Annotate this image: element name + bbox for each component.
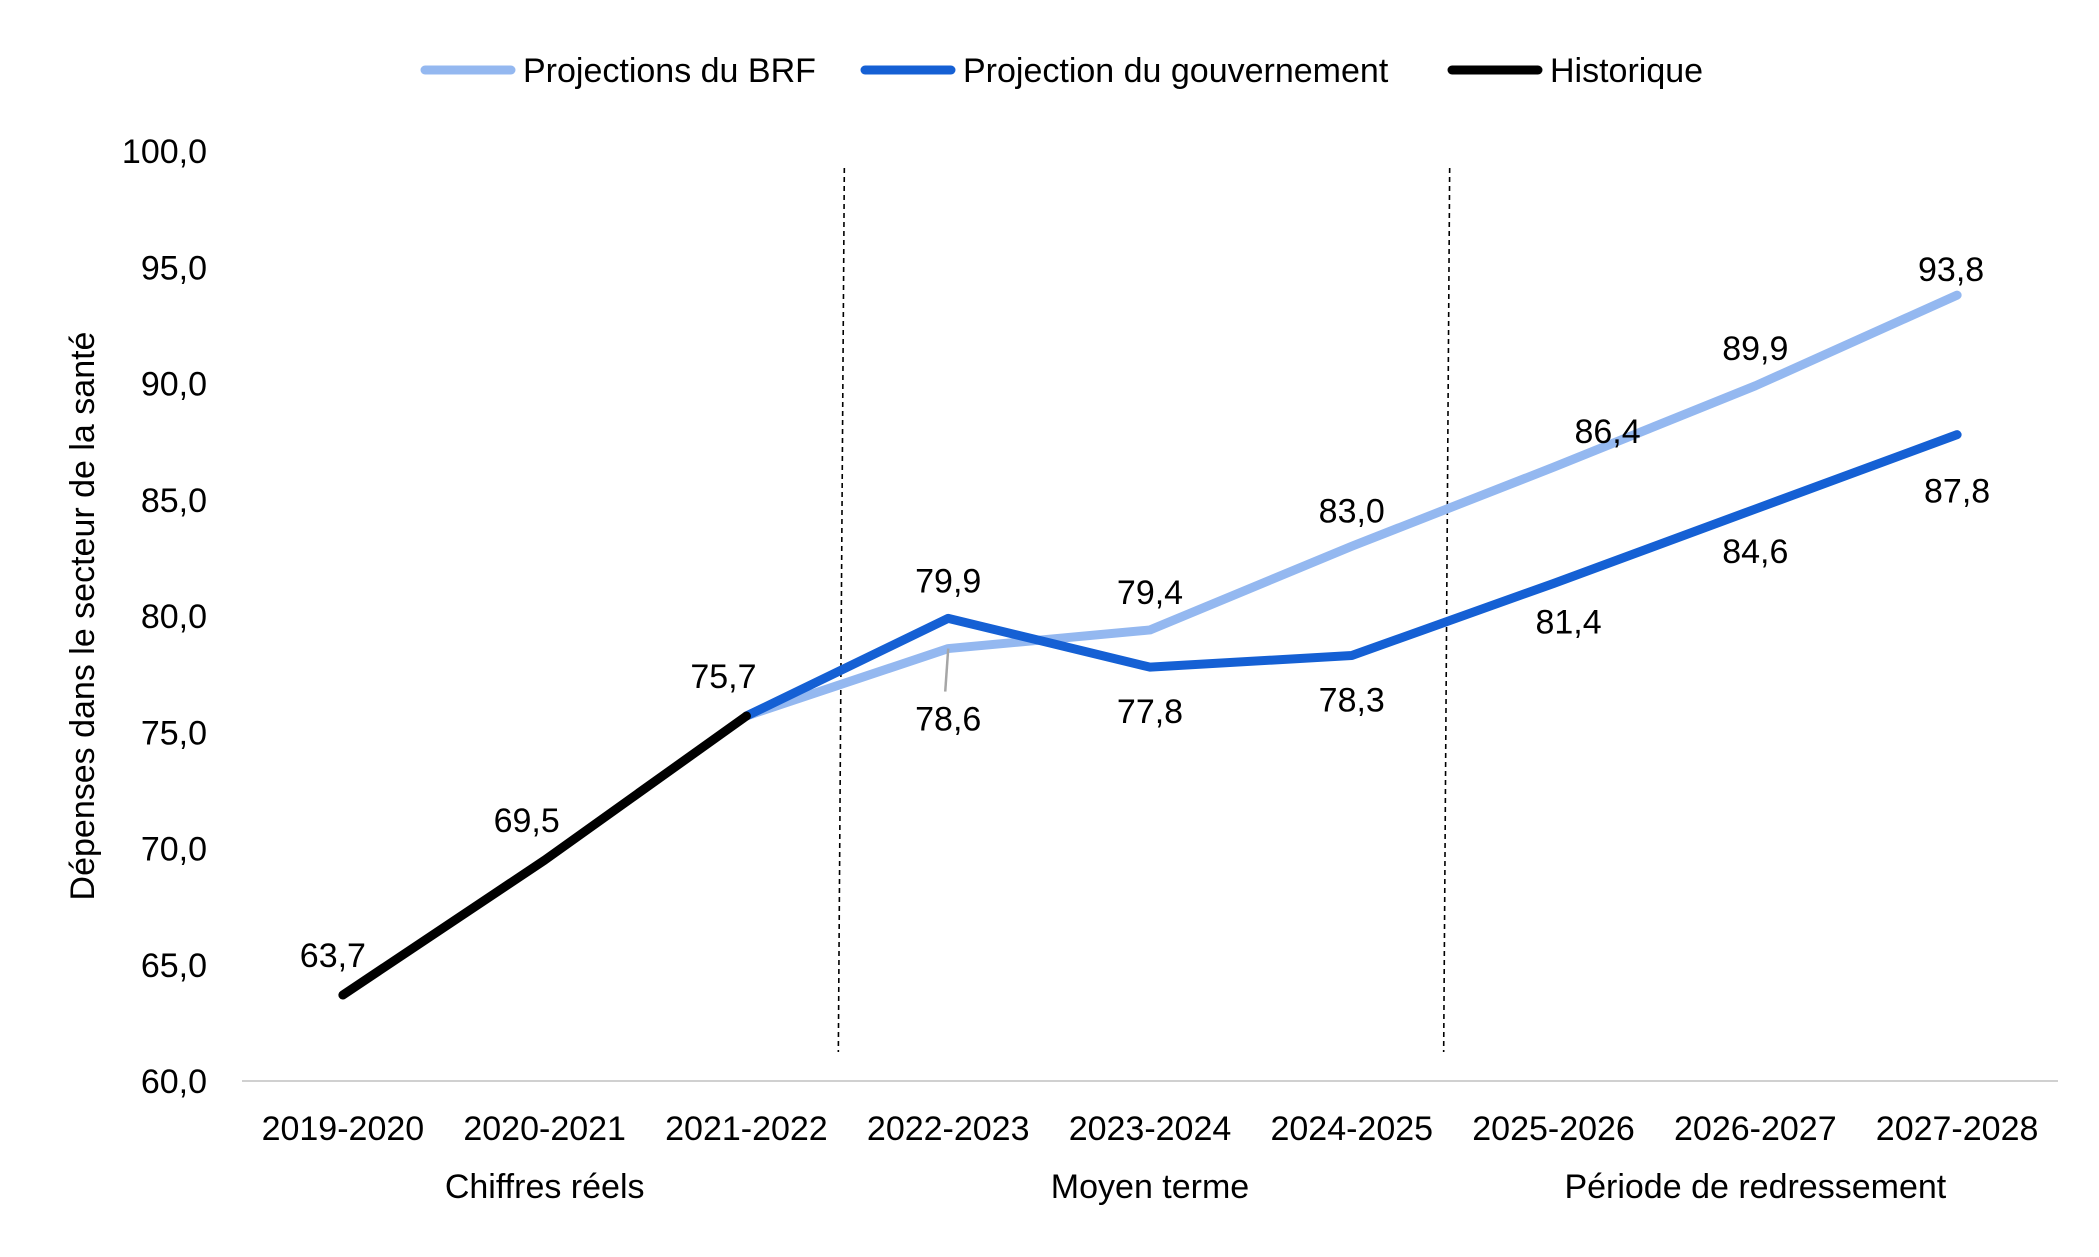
- x-tick-label: 2022-2023: [867, 1110, 1030, 1148]
- data-label: 77,8: [1117, 693, 1183, 731]
- period-separator: [1442, 167, 1451, 1053]
- data-label: 63,7: [300, 937, 366, 975]
- data-label: 78,3: [1319, 682, 1385, 720]
- legend-label: Projection du gouvernement: [963, 52, 1389, 90]
- period-label: Période de redressement: [1564, 1168, 1946, 1206]
- legend-label: Historique: [1550, 52, 1703, 90]
- period-separator: [837, 167, 846, 1053]
- x-tick-label: 2023-2024: [1069, 1110, 1232, 1148]
- y-tick-label: 95,0: [141, 249, 207, 287]
- y-tick-label: 65,0: [141, 947, 207, 985]
- data-label: 69,5: [494, 802, 560, 840]
- data-label: 87,8: [1924, 473, 1990, 511]
- y-tick-label: 70,0: [141, 831, 207, 869]
- data-label: 89,9: [1722, 330, 1788, 368]
- data-label: 81,4: [1535, 603, 1601, 641]
- legend-label: Projections du BRF: [523, 52, 816, 90]
- x-tick-label: 2021-2022: [665, 1110, 828, 1148]
- data-label: 83,0: [1319, 492, 1385, 530]
- y-tick-label: 60,0: [141, 1063, 207, 1101]
- y-tick-label: 75,0: [141, 714, 207, 752]
- x-tick-label: 2020-2021: [463, 1110, 626, 1148]
- data-label: 84,6: [1722, 533, 1788, 571]
- data-label: 78,6: [915, 701, 981, 739]
- x-tick-label: 2026-2027: [1674, 1110, 1837, 1148]
- x-tick-label: 2024-2025: [1270, 1110, 1433, 1148]
- data-label: 86,4: [1574, 413, 1640, 451]
- x-tick-label: 2019-2020: [262, 1110, 425, 1148]
- y-tick-label: 80,0: [141, 598, 207, 636]
- y-tick-label: 90,0: [141, 366, 207, 404]
- data-label: 75,7: [690, 658, 756, 696]
- data-label: 93,8: [1918, 251, 1984, 289]
- y-tick-label: 85,0: [141, 482, 207, 520]
- y-axis-title: Dépenses dans le secteur de la santé: [64, 332, 102, 901]
- period-label: Moyen terme: [1051, 1168, 1249, 1206]
- x-tick-label: 2025-2026: [1472, 1110, 1635, 1148]
- x-tick-label: 2027-2028: [1876, 1110, 2039, 1148]
- series-line-1: [741, 430, 1962, 721]
- data-label-leader: [943, 648, 950, 692]
- series-line-2: [338, 711, 751, 1000]
- data-label: 79,4: [1117, 574, 1183, 612]
- y-tick-label: 100,0: [122, 133, 207, 171]
- data-label: 79,9: [915, 562, 981, 600]
- period-label: Chiffres réels: [445, 1168, 645, 1206]
